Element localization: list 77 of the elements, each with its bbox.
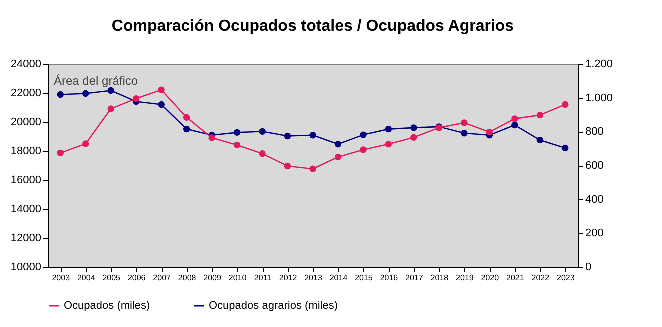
chart-title: Comparación Ocupados totales / Ocupados Agrarios	[112, 18, 514, 35]
point	[562, 144, 569, 152]
x-tick-label: 2006	[128, 274, 146, 282]
point	[410, 124, 418, 132]
y2-tick-label: 400	[586, 194, 604, 206]
point	[57, 91, 64, 98]
point	[234, 142, 241, 149]
point	[158, 86, 165, 94]
legend-label: Ocupados (miles)	[64, 300, 150, 312]
point	[208, 134, 216, 142]
point	[82, 140, 90, 148]
x-tick-label: 2020	[481, 274, 500, 282]
point	[385, 140, 392, 148]
x-tick-label: 2023	[556, 274, 576, 282]
x-tick-label: 2017	[406, 274, 424, 282]
point	[562, 101, 569, 108]
annotation: Área del gráfico	[54, 74, 138, 88]
point	[158, 101, 165, 108]
point	[259, 128, 266, 136]
y-tick-label: 16000	[10, 174, 42, 186]
x-tick-label: 2021	[506, 274, 525, 282]
point	[132, 95, 140, 102]
y-tick-label: 10000	[10, 262, 42, 274]
point	[183, 114, 190, 121]
x-tick-label: 2022	[532, 274, 550, 282]
y2-tick-label: 0	[586, 262, 592, 274]
x-tick-label: 2003	[52, 274, 71, 282]
point	[410, 134, 418, 142]
point	[57, 150, 64, 157]
x-tick-label: 2012	[279, 274, 298, 282]
point	[512, 116, 518, 122]
point	[108, 87, 114, 94]
y2-tick-label: 1.000	[586, 92, 614, 104]
point	[486, 128, 494, 136]
point	[334, 154, 342, 161]
y-tick-label: 22000	[10, 88, 42, 100]
y-tick-label: 18000	[10, 146, 42, 158]
x-tick-label: 2015	[355, 274, 374, 282]
y-tick-label: 24000	[10, 58, 42, 70]
x-tick-label: 2013	[304, 274, 323, 282]
y-tick-label: 20000	[10, 116, 42, 128]
point	[234, 129, 241, 136]
x-tick-label: 2014	[330, 274, 348, 282]
y2-tick-label: 200	[586, 228, 604, 240]
point	[334, 141, 342, 148]
x-tick-label: 2019	[456, 274, 474, 282]
point	[536, 136, 544, 144]
x-tick-label: 2018	[430, 274, 450, 282]
x-tick-label: 2008	[178, 274, 197, 282]
point	[360, 146, 367, 154]
y2-tick-label: 1.200	[586, 58, 614, 70]
point	[259, 150, 266, 158]
point	[512, 122, 518, 129]
x-tick-label: 2005	[102, 274, 122, 282]
x-tick-label: 2011	[254, 274, 272, 282]
point	[360, 132, 367, 138]
point	[284, 132, 292, 140]
point	[310, 166, 316, 172]
x-tick-label: 2010	[228, 274, 248, 282]
x-tick-label: 2007	[153, 274, 172, 282]
point	[461, 130, 468, 137]
point	[82, 90, 90, 98]
point	[385, 126, 392, 133]
point	[183, 126, 190, 133]
x-tick-label: 2016	[380, 274, 399, 282]
point	[536, 112, 544, 119]
point	[284, 162, 292, 170]
point	[310, 132, 316, 139]
legend-label: Ocupados agrarios (miles)	[209, 300, 338, 312]
point	[108, 106, 114, 112]
y-tick-label: 12000	[10, 232, 42, 244]
y-tick-label: 14000	[10, 204, 42, 216]
y2-tick-label: 800	[586, 126, 604, 138]
point	[461, 120, 468, 126]
x-tick-label: 2004	[77, 274, 96, 282]
y2-tick-label: 600	[586, 160, 604, 172]
x-tick-label: 2009	[204, 274, 222, 282]
